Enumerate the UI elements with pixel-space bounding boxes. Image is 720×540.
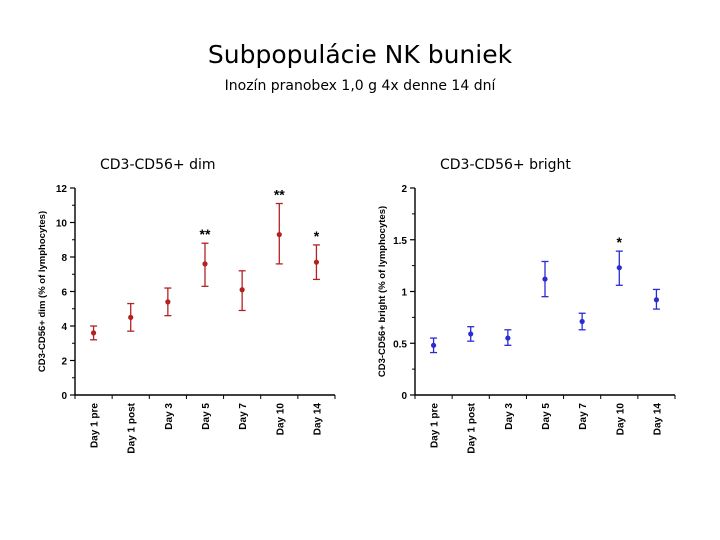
x-tick-label: Day 1 post [127, 402, 138, 453]
y-tick-label: 0 [401, 391, 407, 402]
page-title: Subpopulácie NK buniek [207, 40, 513, 69]
x-tick-label: Day 7 [238, 403, 249, 430]
data-point [313, 259, 320, 265]
data-point [542, 276, 548, 282]
significance-label: * [617, 234, 623, 250]
x-tick-label: Day 10 [615, 403, 626, 436]
y-tick-label: 1.5 [393, 236, 407, 247]
data-point [468, 331, 474, 337]
y-tick-label: 0.5 [393, 339, 407, 350]
y-tick-label: 6 [61, 288, 67, 299]
data-point [128, 314, 134, 320]
chart-dim: 0 2 4 6 8 10 12 Day 1 pre Day 1 post Day 3 Day 5 Da… [37, 184, 336, 454]
x-tick-label: Day 1 post [467, 402, 478, 453]
significance-label: * [314, 228, 320, 244]
x-tick-label: Day 3 [164, 403, 175, 430]
panel-label-bright: CD3-CD56+ bright [440, 157, 571, 173]
y-tick-label: 0 [61, 391, 67, 402]
x-tick-label: Day 5 [541, 403, 552, 430]
data-point [165, 299, 171, 305]
data-point [579, 318, 585, 325]
significance-label: ** [274, 187, 285, 203]
y-tick-label: 4 [61, 322, 67, 333]
y-tick-label: 10 [56, 219, 68, 230]
data-point [239, 287, 245, 293]
x-tick-label: Day 7 [578, 403, 589, 430]
y-tick-label: 2 [61, 357, 67, 368]
x-tick-label: Day 1 pre [430, 403, 441, 448]
data-point [276, 231, 282, 238]
x-tick-label: Day 3 [504, 403, 515, 430]
data-point [616, 265, 622, 271]
y-axis-label: CD3-CD56+ dim (% of lymphocytes) [37, 211, 48, 372]
data-point [202, 261, 208, 267]
y-tick-label: 2 [401, 184, 407, 195]
data-point [505, 335, 511, 341]
significance-label: ** [200, 226, 211, 242]
y-tick-label: 1 [401, 288, 407, 299]
x-tick-label: Day 5 [201, 403, 212, 430]
x-tick-label: Day 14 [652, 403, 663, 436]
page-subtitle: Inozín pranobex 1,0 g 4x denne 14 dní [224, 78, 496, 94]
panel-label-dim: CD3-CD56+ dim [100, 157, 216, 173]
data-point [430, 342, 437, 348]
chart-bright: 0 0.5 1 1.5 2 Day 1 pre Day 1 post Day 3 Day 5 Da… [377, 184, 676, 454]
x-tick-label: Day 14 [312, 403, 323, 436]
x-tick-label: Day 1 pre [90, 403, 101, 448]
y-axis-label: CD3-CD56+ bright (% of lymphocytes) [377, 206, 388, 377]
x-tick-label: Day 10 [275, 403, 286, 436]
y-tick-label: 12 [56, 184, 68, 195]
data-point [90, 330, 97, 336]
y-tick-label: 8 [61, 253, 67, 264]
data-point [653, 297, 660, 303]
